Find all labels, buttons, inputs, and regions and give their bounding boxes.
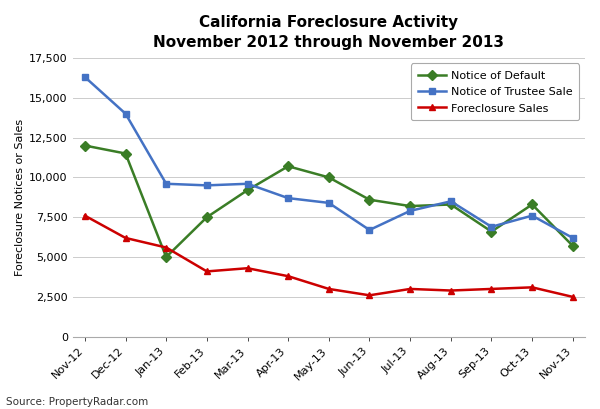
Foreclosure Sales <box>122 236 129 240</box>
Notice of Trustee Sale <box>447 199 454 204</box>
Notice of Trustee Sale <box>488 225 495 229</box>
Foreclosure Sales <box>244 266 251 271</box>
Title: California Foreclosure Activity
November 2012 through November 2013: California Foreclosure Activity November… <box>154 15 505 50</box>
Notice of Trustee Sale <box>529 213 536 218</box>
Foreclosure Sales <box>203 269 211 274</box>
Line: Foreclosure Sales: Foreclosure Sales <box>82 212 576 300</box>
Foreclosure Sales <box>81 213 88 218</box>
Notice of Default <box>163 255 170 260</box>
Foreclosure Sales <box>366 293 373 298</box>
Y-axis label: Foreclosure Notices or Sales: Foreclosure Notices or Sales <box>15 119 25 276</box>
Notice of Default <box>529 202 536 207</box>
Foreclosure Sales <box>529 285 536 290</box>
Notice of Default <box>447 202 454 207</box>
Notice of Default <box>407 204 414 209</box>
Notice of Default <box>81 143 88 148</box>
Foreclosure Sales <box>284 274 292 279</box>
Notice of Default <box>122 151 129 156</box>
Notice of Trustee Sale <box>122 111 129 116</box>
Foreclosure Sales <box>447 288 454 293</box>
Foreclosure Sales <box>407 286 414 291</box>
Notice of Trustee Sale <box>569 236 577 240</box>
Notice of Trustee Sale <box>407 209 414 213</box>
Notice of Default <box>366 197 373 202</box>
Notice of Trustee Sale <box>203 183 211 188</box>
Line: Notice of Default: Notice of Default <box>82 142 576 261</box>
Notice of Default <box>284 164 292 169</box>
Notice of Trustee Sale <box>244 181 251 186</box>
Notice of Trustee Sale <box>284 196 292 200</box>
Notice of Trustee Sale <box>163 181 170 186</box>
Notice of Default <box>488 229 495 234</box>
Notice of Default <box>244 188 251 193</box>
Notice of Trustee Sale <box>81 74 88 79</box>
Notice of Trustee Sale <box>325 200 332 205</box>
Notice of Default <box>569 243 577 248</box>
Notice of Trustee Sale <box>366 227 373 232</box>
Line: Notice of Trustee Sale: Notice of Trustee Sale <box>82 74 576 241</box>
Notice of Default <box>203 215 211 220</box>
Foreclosure Sales <box>163 245 170 250</box>
Text: Source: PropertyRadar.com: Source: PropertyRadar.com <box>6 397 148 407</box>
Legend: Notice of Default, Notice of Trustee Sale, Foreclosure Sales: Notice of Default, Notice of Trustee Sal… <box>411 63 580 120</box>
Notice of Default <box>325 175 332 180</box>
Foreclosure Sales <box>325 286 332 291</box>
Foreclosure Sales <box>569 294 577 299</box>
Foreclosure Sales <box>488 286 495 291</box>
